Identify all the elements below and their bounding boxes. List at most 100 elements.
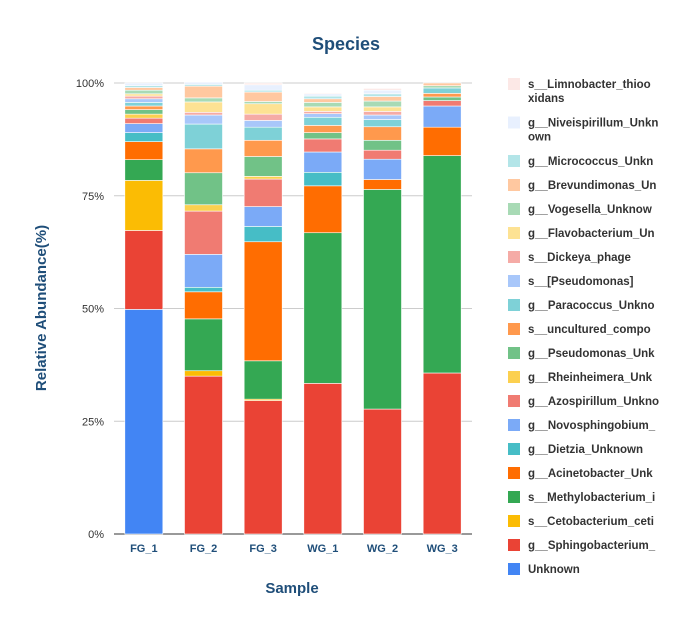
legend-item: g__Niveispirillum_Unknown [508,116,658,144]
bar-segment [422,105,462,128]
legend-swatch [508,395,520,407]
bar-segment [243,176,283,180]
bar-segment [124,82,164,87]
bar-segment [124,87,164,91]
legend-label: g__Rheinheimera_Unk [528,372,653,384]
bar-segment [243,360,283,400]
legend-item: s__uncultured_compo [508,323,651,336]
x-tick-label: WG_3 [427,543,458,555]
legend-label: g__Brevundimonas_Un [528,180,656,192]
bar-segment [184,81,223,85]
y-tick-label: 50% [82,304,104,316]
y-axis-title: Relative Abundance(%) [33,225,50,391]
bar-segment [124,102,164,107]
bar-segment [363,111,402,116]
bar-segment [124,180,164,231]
legend-item: g__Acinetobacter_Unk [508,467,653,480]
bar-segment [303,125,343,133]
legend-swatch [508,419,520,431]
bar-segment [184,370,223,377]
bar-segment [184,85,223,99]
legend-item: Unknown [508,563,580,576]
legend-label: s__Dickeya_phage [528,252,631,264]
legend-label: Unknown [528,564,580,576]
legend-item: g__Micrococcus_Unkn [508,155,653,168]
bar-segment [363,139,402,151]
legend-swatch [508,563,520,575]
legend-swatch [508,299,520,311]
legend-label: g__Paracoccus_Unkno [528,300,655,312]
legend-label: s__[Pseudomonas] [528,276,634,288]
x-tick-label: FG_2 [190,543,218,555]
grid-lines [114,82,472,535]
bar-segment [124,159,164,181]
legend-swatch [508,203,520,215]
bar-segment [303,92,343,95]
bar-segment [184,101,223,113]
legend-item: g__Flavobacterium_Un [508,227,655,240]
legend-label: own [528,132,551,144]
x-axis-title: Sample [265,580,318,597]
bar-segment [303,185,343,234]
bar-segment [243,178,283,207]
x-tick-label: WG_1 [307,543,338,555]
legend-label: s__Methylobacterium_i [528,492,655,504]
bar-segment [124,230,164,310]
legend-label: s__uncultured_compo [528,324,651,336]
bar-segment [124,98,164,103]
bar-segment [124,309,164,535]
x-tick-label: FG_1 [130,543,158,555]
bar-segment [124,93,164,97]
bar-segment [303,95,343,100]
bar-segment [363,189,402,410]
bars [124,81,462,535]
legend-swatch [508,116,520,129]
bar-segment [303,171,343,187]
legend-item: g__Dietzia_Unknown [508,443,643,456]
bar-segment [422,100,462,107]
bar-segment [422,82,462,87]
bar-segment [422,87,462,94]
legend-swatch [508,443,520,455]
bar-segment [243,103,283,115]
x-tick-labels: FG_1 FG_2 FG_3 WG_1 WG_2 WG_3 [130,543,458,555]
legend-label: g__Niveispirillum_Unkn [528,118,658,130]
bar-segment [124,141,164,160]
legend-swatch [508,155,520,167]
bar-segment [303,232,343,384]
bar-segment [303,116,343,126]
legend-swatch [508,251,520,263]
legend-item: g__Azospirillum_Unkno [508,395,659,408]
legend-item: g__Rheinheimera_Unk [508,371,653,384]
legend-item: s__[Pseudomonas] [508,275,634,288]
bar-segment [184,97,223,103]
legend-item: g__Paracoccus_Unkno [508,299,655,312]
bar-segment [303,111,343,114]
bar-segment [243,139,283,157]
bar-segment [363,179,402,190]
legend-item: g__Brevundimonas_Un [508,179,656,192]
bar-segment [303,98,343,103]
bar-segment [363,100,402,108]
bar-segment [422,85,462,89]
legend-label: g__Flavobacterium_Un [528,228,655,240]
bar-segment [303,151,343,173]
bar-segment [243,101,283,105]
legend-label: g__Novosphingobium_ [528,420,656,432]
legend-item: g__Pseudomonas_Unk [508,347,655,360]
bar-segment [243,113,283,121]
bar-segment [124,109,164,115]
legend-label: g__Sphingobacterium_ [528,540,656,552]
legend-item: s__Cetobacterium_ceti [508,515,654,528]
bar-segment [124,89,164,95]
bar-segment [363,89,402,95]
bar-segment [303,93,343,97]
bar-segment [243,120,283,128]
bar-segment [243,91,283,102]
legend-item: g__Sphingobacterium_ [508,539,656,552]
legend-label: s__Limnobacter_thioo [528,79,651,91]
legend-item: g__Vogesella_Unknow [508,203,652,216]
bar-segment [363,158,402,180]
bar-segment [363,88,402,91]
